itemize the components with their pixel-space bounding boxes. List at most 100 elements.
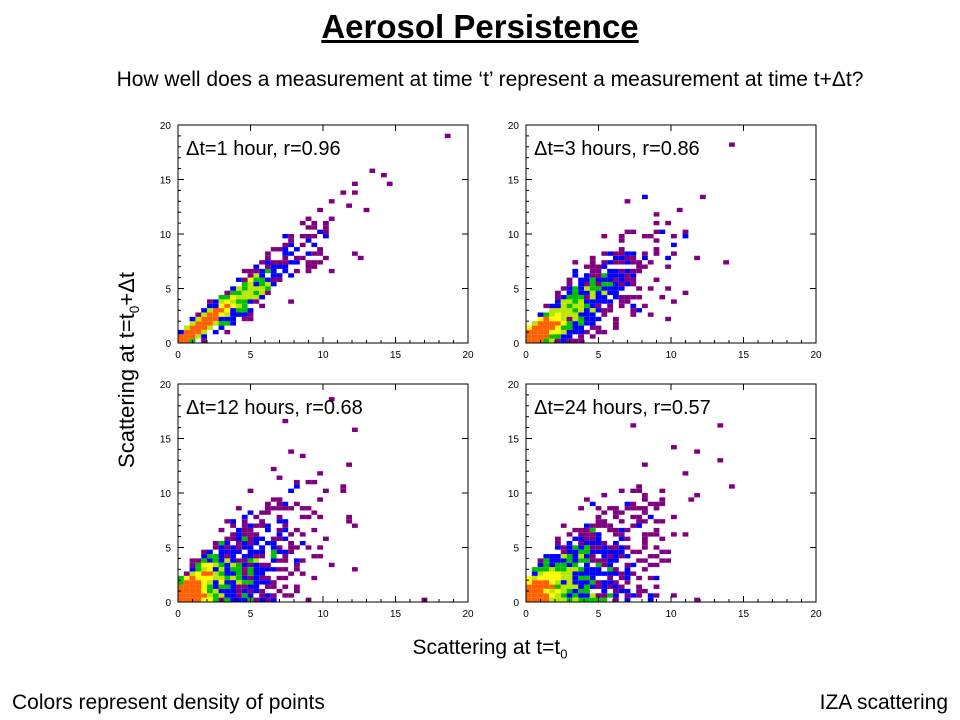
density-cell [682, 234, 689, 239]
density-cell [247, 268, 254, 274]
density-cell [247, 562, 254, 568]
density-cell [595, 303, 602, 309]
density-cell [560, 308, 567, 313]
density-cell [178, 334, 184, 339]
density-cell [537, 334, 544, 339]
density-cell [671, 242, 677, 248]
density-cell [311, 554, 318, 559]
y-tick-label: 15 [160, 176, 172, 187]
density-cell [294, 558, 300, 563]
density-cell [236, 290, 242, 296]
density-cell [253, 584, 260, 589]
density-cell [607, 580, 613, 585]
density-cell [543, 316, 550, 322]
density-cell [572, 303, 579, 309]
density-cell [230, 545, 236, 550]
density-cell [607, 308, 613, 313]
density-cell [578, 567, 584, 572]
density-cell [549, 308, 555, 313]
density-cell [218, 549, 225, 555]
density-cell [572, 290, 579, 296]
density-cell [189, 329, 196, 335]
density-cell [265, 523, 271, 528]
density-cell [247, 571, 254, 576]
density-cell [613, 295, 619, 300]
density-cell [178, 584, 184, 589]
density-cell [595, 273, 602, 278]
density-cell [653, 251, 660, 256]
x-tick-label: 0 [523, 350, 529, 361]
density-cell [537, 593, 544, 598]
density-cell [230, 295, 236, 300]
density-cell [636, 514, 642, 520]
density-cell [601, 329, 608, 335]
density-cell [282, 519, 289, 524]
density-cell [207, 562, 213, 568]
density-cell [247, 536, 254, 541]
density-cell [270, 264, 277, 269]
density-cell [259, 593, 265, 598]
density-cell [259, 290, 265, 296]
density-cell [647, 554, 654, 559]
density-cell [729, 484, 735, 489]
density-cell [531, 584, 538, 589]
density-cell [618, 510, 625, 515]
density-cell [624, 281, 631, 287]
density-cell [653, 545, 660, 550]
density-cell [636, 264, 642, 269]
density-cell [241, 567, 248, 572]
density-cell [607, 277, 613, 282]
density-cell [270, 268, 277, 274]
density-cell [224, 290, 231, 296]
density-cell [653, 584, 660, 589]
density-cell [555, 584, 561, 589]
density-cell [589, 255, 596, 261]
density-cell [230, 575, 236, 581]
density-cell [543, 329, 550, 335]
density-cell [659, 501, 666, 507]
density-cell [549, 329, 555, 335]
density-cell [537, 571, 544, 576]
density-cell [218, 545, 225, 550]
density-cell [642, 255, 648, 261]
density-cell [613, 514, 619, 520]
density-cell [595, 264, 602, 269]
density-cell [201, 338, 207, 343]
density-cell [566, 532, 573, 537]
density-cell [595, 558, 602, 563]
density-cell [241, 286, 248, 291]
density-cell [560, 286, 567, 291]
density-cell [630, 593, 637, 598]
density-cell [560, 593, 567, 598]
density-cell [601, 312, 608, 317]
density-cell [195, 325, 202, 330]
density-cell [247, 308, 254, 313]
density-cell [630, 488, 637, 493]
density-cell [595, 325, 602, 330]
y-tick-label: 10 [508, 489, 520, 500]
y-axis-label: Scattering at t=t0+Δt [114, 220, 142, 520]
density-cell [259, 580, 265, 585]
density-cell [607, 558, 613, 563]
density-cell [282, 247, 289, 252]
page-subtitle: How well does a measurement at time ‘t’ … [116, 68, 864, 91]
density-cell [659, 519, 666, 524]
density-cell [607, 290, 613, 296]
density-cell [630, 501, 637, 507]
density-cell [566, 588, 573, 594]
density-cell [218, 554, 225, 559]
density-cell [531, 571, 538, 576]
x-tick-label: 20 [810, 350, 822, 361]
density-cell [230, 299, 236, 304]
y-tick-label: 10 [160, 230, 172, 241]
density-cell [531, 588, 538, 594]
density-cell [299, 532, 306, 537]
density-cell [618, 268, 625, 274]
density-cell [613, 281, 619, 287]
y-tick-label: 5 [513, 544, 519, 555]
density-cell [560, 580, 567, 585]
density-cell [566, 286, 573, 291]
density-cell [224, 316, 231, 322]
density-cell [253, 277, 260, 282]
density-cell [549, 558, 555, 563]
